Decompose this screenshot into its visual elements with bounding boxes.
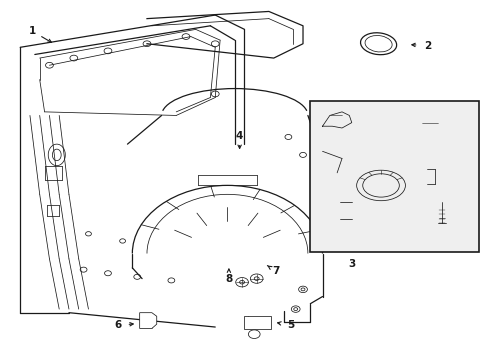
Text: 8: 8	[225, 274, 232, 284]
Text: 4: 4	[235, 131, 243, 141]
Text: 3: 3	[347, 259, 355, 269]
Text: 2: 2	[423, 41, 430, 50]
Text: 1: 1	[29, 26, 36, 36]
Text: 6: 6	[114, 320, 121, 330]
Text: 7: 7	[272, 266, 279, 276]
FancyBboxPatch shape	[310, 101, 478, 252]
Text: 5: 5	[286, 320, 294, 330]
Polygon shape	[140, 313, 157, 328]
FancyBboxPatch shape	[244, 316, 271, 329]
